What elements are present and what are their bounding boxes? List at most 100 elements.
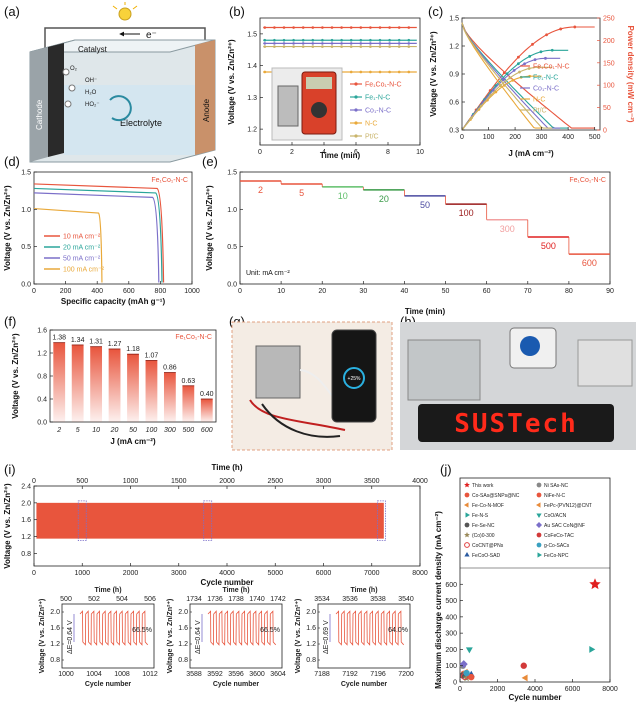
- ocv-data-point: [388, 38, 391, 42]
- polarization-curve: [461, 22, 553, 129]
- legend-marker: [464, 482, 470, 488]
- ocv-data-point: [282, 26, 286, 29]
- ocv-data-point: [378, 42, 382, 45]
- ocv-data-point: [407, 70, 411, 74]
- x-tick-label: 30: [359, 288, 367, 295]
- ocv-data-point: [311, 38, 315, 42]
- x-tick-label: 7000: [364, 570, 380, 577]
- x-tick-label: 2: [290, 149, 294, 156]
- catalyst-layer: [48, 43, 64, 157]
- species-oh: OH⁻: [85, 78, 97, 84]
- chart-title: Fe₁Co₁-N-C: [175, 334, 212, 341]
- inset-x-axis-label: Cycle number: [213, 681, 260, 688]
- battery-stack-icon: [255, 345, 301, 399]
- legend-label: 100 mA cm⁻²: [63, 267, 105, 274]
- discharge-curve: [33, 183, 165, 283]
- y-tick-label: 0.8: [37, 374, 47, 381]
- anode-plate: [195, 40, 215, 155]
- legend-label: Fe₁-N-C: [533, 75, 558, 82]
- legend-label: N-C: [365, 121, 377, 128]
- polarization-curve: [461, 22, 542, 129]
- x-tick-label: 0: [238, 288, 242, 295]
- ocv-data-point: [263, 38, 267, 42]
- power-data-point: [470, 116, 473, 120]
- inset-x2-tick-label: 506: [144, 596, 156, 603]
- x-tick-label: 300: [536, 134, 548, 141]
- inset-plot-frame: [61, 603, 155, 669]
- x-tick-label: 200: [60, 288, 72, 295]
- bar-value-label: 1.38: [52, 335, 66, 342]
- y-tick-label: 500: [445, 598, 457, 605]
- legend-label: 10 mA cm⁻²: [63, 234, 101, 241]
- bar-value-label: 0.40: [200, 391, 214, 398]
- polarization-curve: [461, 22, 561, 129]
- legend-marker: [537, 552, 542, 558]
- ocv-data-point: [369, 26, 372, 29]
- scatter-point: [589, 578, 601, 590]
- x2-tick-label: 4000: [412, 478, 428, 485]
- x-tick-label: 5: [76, 427, 80, 434]
- inset-x2-tick-label: 1738: [228, 596, 244, 603]
- inset-x-tick-label: 3588: [186, 671, 202, 678]
- inset-x2-tick-label: 502: [88, 596, 100, 603]
- voltage-bar: [145, 360, 158, 422]
- inset-x-axis-label: Cycle number: [85, 681, 132, 688]
- rate-step-label: 2: [258, 185, 263, 195]
- y2-tick-label: 50: [603, 105, 611, 112]
- x-tick-label: 400: [562, 134, 574, 141]
- phone-charging-photo: +25%: [231, 321, 393, 451]
- x2-tick-label: 2000: [219, 478, 235, 485]
- power-data-point: [511, 78, 515, 82]
- ocv-data-point: [349, 42, 353, 45]
- ocv-data-point: [359, 26, 363, 29]
- bar-value-label: 1.34: [71, 337, 85, 344]
- inset-y-tick-label: 2.0: [50, 609, 60, 616]
- ocv-data-point: [378, 70, 382, 74]
- legend-marker: [536, 502, 541, 508]
- legend-label: (Co)0-300: [472, 533, 495, 539]
- cycling-voltage-band: [36, 502, 384, 539]
- x-axis-label: Time (min): [320, 151, 361, 160]
- x-axis-label: Specific capacity (mAh g⁻¹): [61, 297, 166, 306]
- unit-note: Unit: mA cm⁻²: [246, 270, 290, 277]
- ocv-data-point: [369, 42, 372, 45]
- power-data-point: [550, 48, 554, 52]
- x-tick-label: 10: [92, 427, 100, 434]
- x-axis-label: J (mA cm⁻²): [508, 149, 554, 158]
- ocv-data-point: [282, 38, 286, 42]
- plot-frame: [259, 17, 421, 146]
- discharge-curve: [33, 207, 103, 283]
- ocv-data-point: [407, 45, 411, 48]
- y-tick-label: 1.5: [247, 31, 257, 38]
- ocv-data-point: [397, 70, 401, 74]
- rate-step-label: 500: [541, 241, 556, 251]
- inset-y-tick-label: 2.0: [178, 609, 188, 616]
- x-tick-label: 1000: [74, 570, 90, 577]
- y-axis-label: Voltage (V vs. Zn/Zn²⁺): [227, 39, 236, 125]
- x2-tick-label: 500: [76, 478, 88, 485]
- polarization-curve: [461, 22, 569, 129]
- discharge-curve: [33, 187, 163, 283]
- led-display-photo: SUSTech: [400, 322, 636, 450]
- legend-marker: [465, 512, 470, 518]
- y-tick-label: 0.6: [449, 100, 459, 107]
- ocv-data-point: [301, 45, 305, 48]
- oxygen-bubble-icon: [68, 84, 76, 92]
- species-h2o: H₂O: [85, 90, 97, 96]
- x-tick-label: 20: [318, 288, 326, 295]
- x-axis-label: Cycle number: [509, 693, 562, 702]
- chart-title: Fe₁Co₁-N-C: [151, 177, 188, 184]
- legend-label: CoFeCo-TAC: [544, 533, 574, 539]
- y2-tick-label: 200: [603, 38, 615, 45]
- inset-x-tick-label: 7188: [314, 671, 330, 678]
- inset-x2-tick-label: 1740: [249, 596, 265, 603]
- x-tick-label: 10: [277, 288, 285, 295]
- legend-label: N-C: [533, 97, 545, 104]
- inset-x2-tick-label: 3536: [342, 596, 358, 603]
- inset-x2-tick-label: 1734: [186, 596, 202, 603]
- light-bulb-icon: [118, 7, 132, 21]
- battery-stack-icon: [407, 339, 481, 401]
- y-tick-label: 0.0: [37, 420, 47, 427]
- power-data-point: [508, 76, 512, 80]
